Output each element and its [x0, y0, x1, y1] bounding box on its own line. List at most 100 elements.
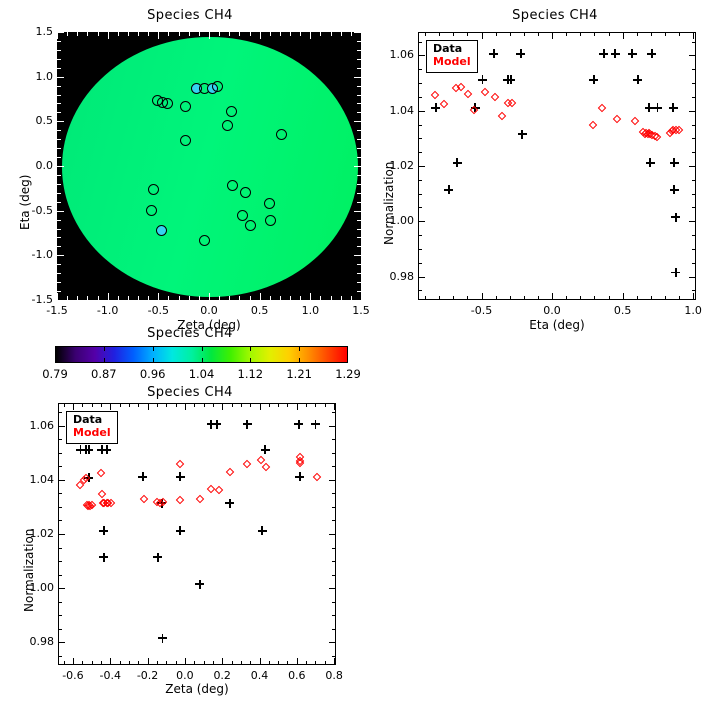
- data-plus-marker: [631, 49, 634, 59]
- y-tick-minor-right: [357, 40, 361, 42]
- x-tick-minor-top: [91, 403, 93, 407]
- zeta-profile-legend: Data Model: [66, 411, 118, 444]
- y-tick-minor: [418, 166, 422, 167]
- x-tick-label: -0.5: [147, 304, 170, 317]
- x-tick-label: 0.8: [325, 669, 343, 682]
- x-tick-minor-top: [156, 403, 158, 407]
- model-diamond-marker: [96, 468, 106, 478]
- y-tick-minor: [418, 69, 422, 71]
- data-plus-marker: [434, 103, 437, 113]
- x-tick-minor-top: [268, 403, 270, 407]
- disk-map-title: Species CH4: [147, 8, 233, 23]
- y-tick-minor: [418, 83, 422, 85]
- x-tick-minor-top: [278, 403, 280, 407]
- model-diamond-marker: [206, 484, 216, 493]
- x-tick-minor: [296, 661, 298, 665]
- x-tick-minor-top: [203, 403, 205, 407]
- y-tick-minor: [57, 76, 61, 78]
- x-tick-minor: [198, 296, 200, 300]
- y-tick-minor: [57, 291, 61, 293]
- model-diamond-marker: [507, 99, 517, 108]
- x-tick-minor-top: [537, 32, 539, 36]
- x-tick-minor-top: [100, 403, 102, 407]
- x-tick-minor-top: [166, 403, 168, 407]
- x-tick-minor-top: [296, 403, 298, 407]
- y-tick-minor: [418, 290, 422, 292]
- x-tick-minor-top: [290, 32, 292, 36]
- x-tick-minor-top: [72, 403, 74, 407]
- x-tick-minor-top: [249, 32, 251, 36]
- y-tick-minor-right: [332, 520, 336, 522]
- x-tick-minor: [269, 296, 271, 300]
- y-tick-minor: [57, 40, 61, 42]
- x-tick-minor: [188, 296, 190, 300]
- y-tick-minor-right: [692, 262, 696, 264]
- model-diamond-marker: [498, 111, 507, 121]
- y-tick-minor-right: [357, 201, 361, 203]
- y-tick-minor-right: [332, 628, 336, 630]
- y-tick-minor: [57, 139, 61, 141]
- y-tick-minor-right: [332, 574, 336, 576]
- x-tick-label: 0.0: [176, 669, 194, 682]
- model-diamond-marker: [440, 99, 449, 109]
- model-diamond-marker: [214, 486, 223, 495]
- x-tick-minor-top: [664, 32, 666, 36]
- data-plus-marker: [100, 445, 103, 455]
- x-tick-minor-top: [594, 32, 596, 36]
- y-tick-minor: [58, 452, 62, 454]
- x-tick-minor: [110, 661, 112, 665]
- y-tick-label: 1.02: [389, 159, 415, 172]
- data-plus-marker: [519, 49, 522, 59]
- y-tick-minor: [418, 124, 422, 126]
- y-tick-minor-right: [332, 601, 336, 603]
- x-tick-major-top: [361, 32, 362, 39]
- y-tick-minor-right: [332, 588, 336, 590]
- y-tick-minor: [58, 588, 62, 590]
- x-tick-minor-top: [259, 403, 261, 407]
- footprint-circle: [161, 98, 173, 110]
- x-tick-minor-top: [219, 32, 221, 36]
- zeta-profile-plot-frame: [58, 403, 336, 665]
- y-tick-label: 1.04: [389, 103, 415, 117]
- y-tick-minor: [58, 439, 62, 441]
- x-tick-minor-top: [650, 32, 652, 36]
- footprint-circle: [199, 234, 211, 246]
- y-tick-minor-right: [692, 235, 696, 237]
- x-tick-minor: [219, 296, 221, 300]
- footprint-circle: [145, 205, 157, 217]
- y-tick-minor-right: [357, 255, 361, 257]
- data-plus-marker: [674, 212, 677, 222]
- y-tick-minor: [57, 85, 61, 87]
- y-tick-minor-right: [357, 291, 361, 293]
- y-tick-minor: [58, 547, 62, 549]
- footprint-circle: [226, 180, 238, 192]
- x-tick-minor: [580, 296, 582, 300]
- x-tick-minor: [229, 296, 231, 300]
- y-tick-label: 0.0: [35, 159, 54, 172]
- footprint-circle: [264, 198, 276, 210]
- y-tick-minor-right: [692, 179, 696, 181]
- y-tick-minor: [57, 67, 61, 69]
- colorbar-tick-label: 1.21: [286, 367, 312, 381]
- zeta-profile-x-axis-label: Zeta (deg): [165, 682, 229, 696]
- y-tick-minor-right: [357, 228, 361, 230]
- y-tick-minor-right: [357, 76, 361, 78]
- x-tick-minor: [168, 296, 170, 300]
- y-tick-minor: [418, 262, 422, 264]
- data-plus-marker: [228, 498, 231, 508]
- x-tick-minor: [82, 661, 84, 665]
- x-tick-minor: [249, 296, 251, 300]
- model-diamond-marker: [430, 90, 439, 99]
- model-diamond-marker: [243, 459, 252, 469]
- data-plus-marker: [447, 185, 450, 195]
- y-tick-minor: [418, 110, 422, 112]
- x-tick-minor-top: [119, 403, 121, 407]
- y-tick-minor: [418, 41, 422, 43]
- x-tick-minor: [622, 296, 624, 300]
- y-tick-minor: [418, 152, 422, 154]
- x-tick-minor: [178, 296, 180, 300]
- data-plus-marker: [198, 579, 201, 589]
- y-tick-minor-right: [692, 193, 696, 195]
- x-tick-minor: [138, 661, 140, 665]
- y-tick-minor-right: [692, 69, 696, 71]
